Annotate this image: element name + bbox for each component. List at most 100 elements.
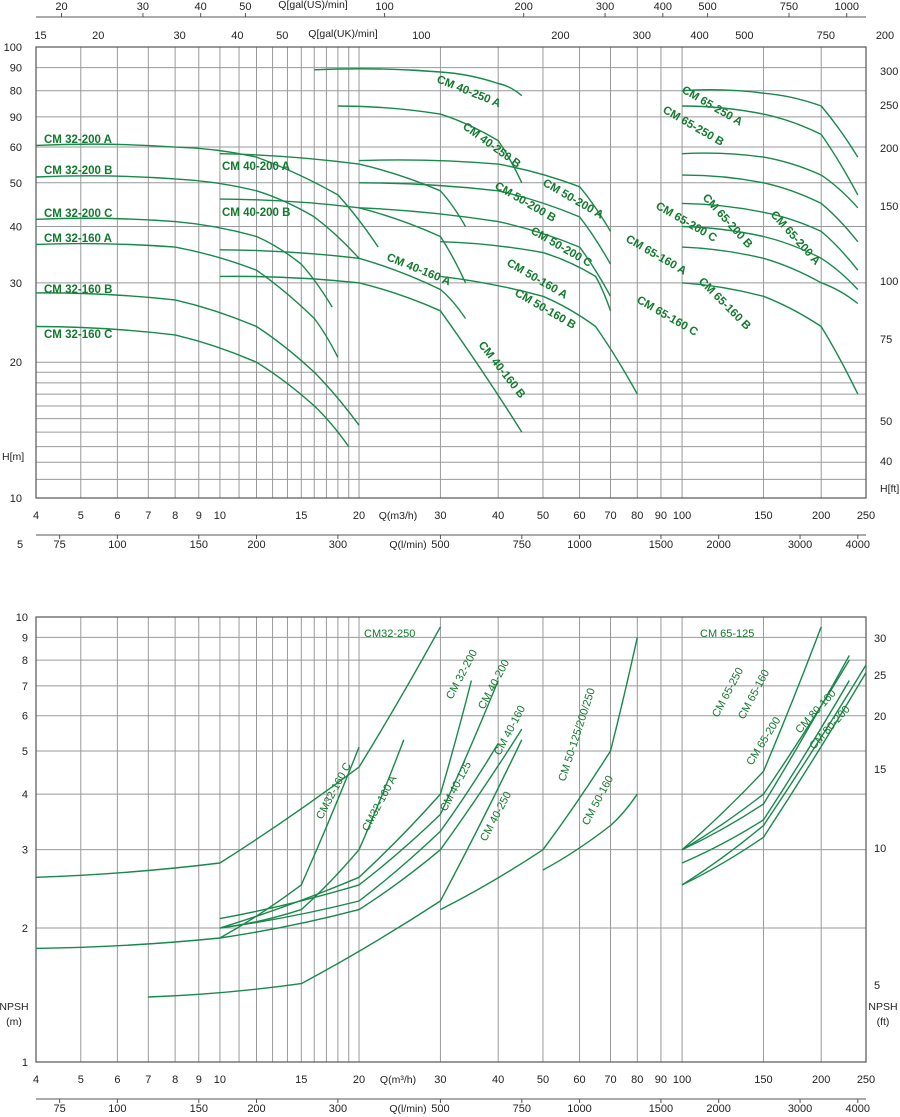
x-tick-lmin: 100: [108, 1103, 126, 1115]
x-tick-lmin: 1500: [649, 539, 673, 551]
series-label: CM 40-200 B: [222, 207, 290, 219]
x-tick-m3h: 40: [492, 510, 504, 522]
y-tick-ft: 100: [880, 276, 898, 288]
series-line: [682, 282, 859, 395]
x-tick-m3h: 60: [573, 510, 585, 522]
x-tick-m3h: 8: [172, 510, 178, 522]
x-tick-galus: 300: [596, 1, 614, 13]
series-line: [337, 105, 523, 184]
x-tick-m3h: 7: [145, 1074, 151, 1086]
series-label: CM 40-250 A: [435, 74, 503, 111]
series-line: [440, 241, 612, 312]
y-tick-m: 1: [22, 1057, 28, 1069]
x-axis-label-galuk: Q[gal(UK)/min]: [308, 28, 378, 40]
y-tick-m: 80: [10, 86, 22, 98]
series-label: CM 65-125: [700, 628, 754, 640]
series-line: [681, 672, 867, 886]
series-line: [682, 152, 859, 209]
x-tick-lmin: 100: [108, 539, 126, 551]
x-tick-galuk: 400: [690, 30, 708, 42]
series-label: CM 40-160 B: [476, 339, 528, 400]
y-tick-m: 40: [10, 221, 22, 233]
series-label: CM 50-160 B: [513, 287, 578, 332]
x-tick-galus: 100: [375, 1, 393, 13]
x-tick-galus: 20: [55, 1, 67, 13]
series-line: [358, 207, 612, 297]
y-tick-m: 30: [10, 278, 22, 290]
x-tick-lmin-corner: 5: [17, 539, 23, 551]
series-label: CM 65-200 A: [768, 209, 822, 268]
x-axis-label-m3h: Q(m3/h): [379, 510, 418, 522]
series-label: CM 65-160 A: [624, 233, 689, 277]
series-line: [219, 743, 499, 929]
x-tick-m3h: 4: [33, 1074, 39, 1086]
y-tick-m: 7: [22, 681, 28, 693]
x-tick-m3h: 200: [812, 1074, 830, 1086]
y-tick-m: 3: [22, 845, 28, 857]
series-line: [219, 275, 523, 433]
x-tick-m3h: 90: [655, 510, 667, 522]
series-line: [681, 664, 867, 886]
series-label: CM 40-200 A: [222, 161, 290, 173]
x-tick-m3h: 5: [78, 510, 84, 522]
x-tick-m3h: 250: [857, 1074, 875, 1086]
plot-frame: [35, 46, 867, 499]
x-tick-galuk: 500: [735, 30, 753, 42]
series-line: [682, 202, 859, 271]
x-tick-lmin: 4000: [846, 1103, 870, 1115]
y-tick-ft: 75: [880, 334, 892, 346]
y-tick-ft: 20: [874, 711, 886, 723]
series-line: [35, 143, 379, 248]
y-axis-label-m: NPSH: [0, 1001, 29, 1013]
series-line: [219, 728, 523, 939]
series-label: CM 50-125/200/250: [556, 687, 597, 783]
x-tick-m3h: 15: [295, 1074, 307, 1086]
y-tick-ft: 200: [880, 143, 898, 155]
y-tick-m: 4: [22, 789, 28, 801]
series-line: [681, 626, 822, 851]
y-tick-ft: 150: [880, 201, 898, 213]
series-line: [440, 637, 638, 911]
x-tick-galuk: 50: [276, 30, 288, 42]
x-tick-m3h: 150: [754, 510, 772, 522]
y-tick-ft: 15: [874, 764, 886, 776]
series-line: [35, 626, 442, 878]
x-tick-galuk: 20: [92, 30, 104, 42]
series-line: [35, 217, 333, 308]
series-line: [35, 325, 350, 448]
x-tick-m3h: 20: [353, 510, 365, 522]
y-tick-m: 5: [22, 746, 28, 758]
x-tick-galuk: 15: [34, 30, 46, 42]
series-line: [148, 739, 523, 998]
y-tick-m: 20: [10, 357, 22, 369]
y-tick-m: 6: [22, 711, 28, 723]
x-tick-lmin: 500: [431, 1103, 449, 1115]
x-tick-galus: 750: [780, 1, 798, 13]
x-tick-galuk: 200: [551, 30, 569, 42]
x-tick-lmin: 1500: [649, 1103, 673, 1115]
series-label: CM 40-200: [476, 658, 512, 712]
x-tick-m3h: 6: [114, 510, 120, 522]
x-tick-galus: 200: [515, 1, 533, 13]
series-line: [682, 105, 859, 196]
x-tick-m3h: 70: [604, 1074, 616, 1086]
y-axis-label-ft: H[ft]: [880, 483, 899, 495]
x-tick-m3h: 10: [214, 1074, 226, 1086]
series-label: CM 32-160 C: [44, 329, 112, 341]
series-label: CM 65-160 B: [696, 276, 753, 333]
x-tick-galuk: 100: [412, 30, 430, 42]
x-axis-label-m3h: Q(m³/h): [380, 1074, 416, 1086]
x-tick-m3h: 9: [196, 510, 202, 522]
x-tick-lmin: 3000: [788, 539, 812, 551]
y-axis-label-m-unit: (m): [6, 1016, 22, 1028]
x-tick-lmin: 3000: [788, 1103, 812, 1115]
series-line: [682, 225, 859, 290]
series-line: [219, 249, 467, 319]
series-line: [35, 746, 360, 950]
y-tick-ft: 40: [880, 456, 892, 468]
y-tick-ft: 300: [880, 66, 898, 78]
y-tick-m: 10: [10, 493, 22, 505]
x-tick-m3h: 200: [812, 510, 830, 522]
